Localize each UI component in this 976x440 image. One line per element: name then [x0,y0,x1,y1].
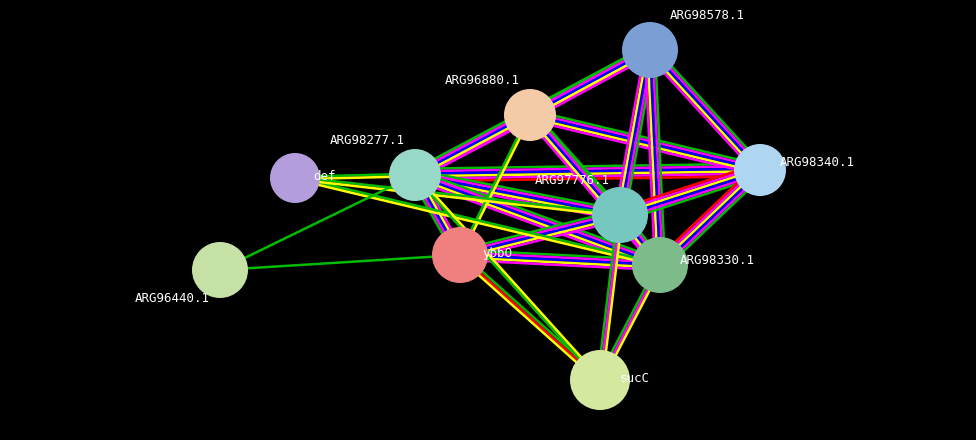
Circle shape [389,149,441,201]
Text: ARG98277.1: ARG98277.1 [330,134,405,147]
Text: ARG96880.1: ARG96880.1 [445,74,520,87]
Circle shape [192,242,248,298]
Circle shape [432,227,488,283]
Text: def: def [313,170,336,183]
Circle shape [270,153,320,203]
Text: ARG97776.1: ARG97776.1 [535,174,610,187]
Circle shape [622,22,678,78]
Text: ARG98330.1: ARG98330.1 [680,253,755,267]
Circle shape [592,187,648,243]
Text: ARG98340.1: ARG98340.1 [780,155,855,169]
Circle shape [570,350,630,410]
Circle shape [734,144,786,196]
Text: sucC: sucC [620,372,650,385]
Circle shape [632,237,688,293]
Circle shape [504,89,556,141]
Text: ARG96440.1: ARG96440.1 [135,292,210,305]
Text: ybbO: ybbO [482,247,512,260]
Text: ARG98578.1: ARG98578.1 [670,9,745,22]
